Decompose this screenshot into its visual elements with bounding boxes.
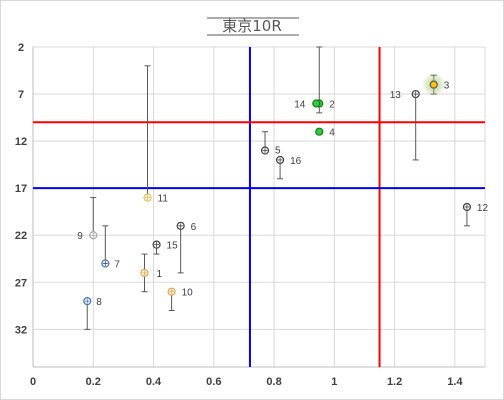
- x-tick-label: 1.2: [387, 376, 402, 388]
- point-label: 13: [390, 90, 402, 101]
- point-label: 1: [156, 269, 162, 280]
- point-label: 16: [290, 156, 302, 167]
- point-label: 8: [96, 297, 102, 308]
- point-label: 5: [275, 146, 281, 157]
- x-tick-label: 0: [30, 376, 36, 388]
- y-tick-label: 12: [15, 136, 27, 148]
- chart-title: 東京10R: [222, 17, 282, 35]
- x-tick-label: 0.2: [86, 376, 101, 388]
- point-label: 6: [191, 222, 197, 233]
- y-tick-label: 17: [15, 183, 27, 195]
- x-tick-label: 0.8: [266, 376, 281, 388]
- point-label: 10: [182, 288, 194, 299]
- point-label: 7: [114, 259, 120, 270]
- point-label: 9: [77, 231, 83, 242]
- axis: [32, 47, 485, 368]
- x-tick-label: 1.4: [447, 376, 463, 388]
- point-label: 11: [158, 194, 169, 205]
- y-tick-label: 22: [15, 230, 27, 242]
- point-3: [429, 80, 438, 89]
- reference-lines: [33, 47, 485, 367]
- y-tick-label: 7: [18, 89, 24, 101]
- point-label: 4: [329, 128, 335, 139]
- point-label: 2: [329, 99, 335, 110]
- x-tick-label: 0.6: [206, 376, 221, 388]
- x-tick-label: 1: [331, 376, 337, 388]
- point-label: 15: [167, 241, 179, 252]
- point-label: 14: [294, 99, 306, 110]
- y-tick-label: 32: [15, 324, 27, 336]
- y-tick-label: 27: [15, 277, 27, 289]
- y-tick-label: 2: [18, 42, 24, 54]
- point-14: [312, 99, 321, 108]
- x-tick-label: 0.4: [146, 376, 162, 388]
- point-label: 12: [477, 203, 489, 214]
- point-4: [315, 127, 324, 136]
- point-label: 3: [444, 81, 450, 92]
